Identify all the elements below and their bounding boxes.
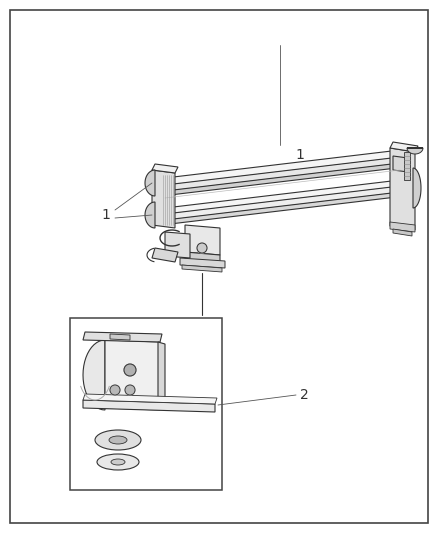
Polygon shape	[407, 148, 423, 154]
Polygon shape	[390, 142, 418, 152]
Polygon shape	[83, 332, 162, 342]
Polygon shape	[83, 340, 105, 410]
Polygon shape	[393, 229, 412, 236]
Polygon shape	[180, 258, 225, 268]
Polygon shape	[165, 157, 405, 191]
Polygon shape	[165, 186, 405, 220]
Circle shape	[125, 385, 135, 395]
Polygon shape	[165, 180, 405, 214]
Text: 2: 2	[300, 388, 309, 402]
Polygon shape	[83, 400, 215, 412]
Polygon shape	[182, 265, 222, 272]
Circle shape	[110, 385, 120, 395]
Polygon shape	[185, 225, 220, 255]
Bar	[70, 318, 222, 490]
Polygon shape	[165, 232, 190, 258]
Circle shape	[124, 364, 136, 376]
Polygon shape	[145, 170, 155, 196]
Polygon shape	[165, 163, 405, 195]
Polygon shape	[390, 148, 415, 230]
Polygon shape	[165, 150, 405, 185]
Polygon shape	[413, 168, 421, 208]
Polygon shape	[165, 192, 405, 224]
Circle shape	[197, 243, 207, 253]
Polygon shape	[390, 222, 415, 232]
Polygon shape	[152, 170, 175, 228]
Polygon shape	[83, 394, 217, 404]
Polygon shape	[105, 340, 160, 410]
Ellipse shape	[111, 459, 125, 465]
Polygon shape	[158, 342, 165, 410]
Polygon shape	[152, 164, 178, 173]
Text: 1: 1	[295, 148, 304, 162]
Ellipse shape	[109, 436, 127, 444]
Polygon shape	[404, 152, 410, 180]
Ellipse shape	[95, 430, 141, 450]
Polygon shape	[145, 202, 155, 228]
Polygon shape	[110, 334, 130, 340]
Text: 1: 1	[101, 208, 110, 222]
Polygon shape	[185, 252, 220, 262]
Polygon shape	[393, 156, 408, 172]
Ellipse shape	[97, 454, 139, 470]
Polygon shape	[152, 248, 178, 262]
